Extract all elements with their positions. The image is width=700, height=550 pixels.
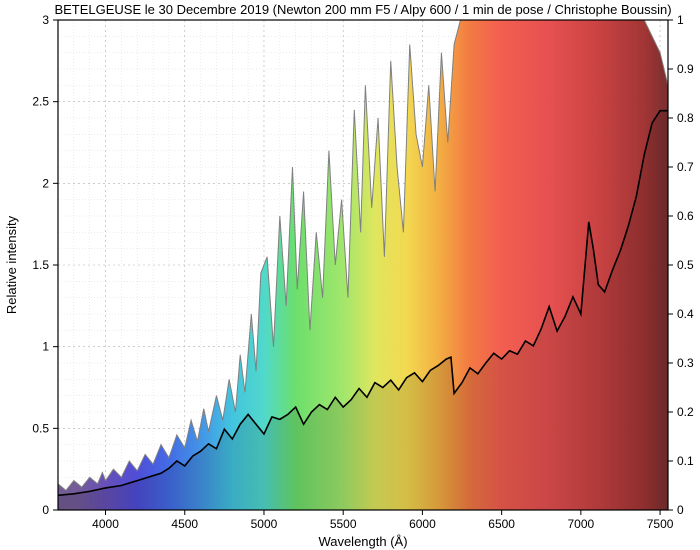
x-tick-label: 6000 xyxy=(409,517,436,531)
y-right-tick-label: 0 xyxy=(677,503,684,517)
y-axis-label: Relative intensity xyxy=(4,215,19,314)
y-right-tick-label: 1 xyxy=(677,13,684,27)
y-left-tick-label: 0.5 xyxy=(32,421,49,435)
x-axis-label: Wavelength (Å) xyxy=(318,534,407,549)
y-right-tick-label: 0.1 xyxy=(677,454,694,468)
y-right-tick-label: 0.2 xyxy=(677,405,694,419)
y-left-tick-label: 1.5 xyxy=(32,258,49,272)
x-tick-label: 7500 xyxy=(647,517,674,531)
y-right-tick-label: 0.3 xyxy=(677,356,694,370)
x-tick-label: 7000 xyxy=(568,517,595,531)
chart-title: BETELGEUSE le 30 Decembre 2019 (Newton 2… xyxy=(54,2,671,17)
y-right-tick-label: 0.9 xyxy=(677,62,694,76)
x-tick-label: 5000 xyxy=(251,517,278,531)
x-tick-label: 5500 xyxy=(330,517,357,531)
y-right-tick-label: 0.4 xyxy=(677,307,694,321)
y-left-tick-label: 3 xyxy=(42,13,49,27)
y-right-tick-label: 0.5 xyxy=(677,258,694,272)
spectrum-chart: 4000450050005500600065007000750000.511.5… xyxy=(0,0,700,550)
y-left-tick-label: 1 xyxy=(42,340,49,354)
y-right-tick-label: 0.7 xyxy=(677,160,694,174)
y-right-tick-label: 0.8 xyxy=(677,111,694,125)
x-tick-label: 4000 xyxy=(92,517,119,531)
x-tick-label: 4500 xyxy=(171,517,198,531)
y-left-tick-label: 2.5 xyxy=(32,95,49,109)
y-left-tick-label: 0 xyxy=(42,503,49,517)
y-left-tick-label: 2 xyxy=(42,176,49,190)
y-right-tick-label: 0.6 xyxy=(677,209,694,223)
x-tick-label: 6500 xyxy=(488,517,515,531)
